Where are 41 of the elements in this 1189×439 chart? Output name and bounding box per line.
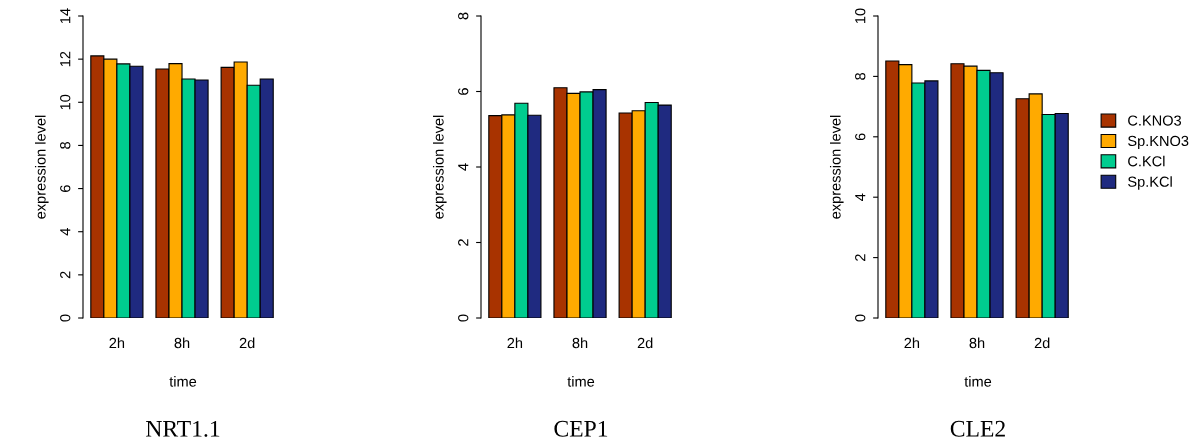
x-tick-label: 2d xyxy=(637,337,653,349)
y-axis-title: expression level xyxy=(432,115,447,219)
y-tick-label: 6 xyxy=(60,185,71,192)
x-axis-title: time xyxy=(169,376,197,387)
x-axis-title: time xyxy=(964,376,992,387)
y-tick-label: 2 xyxy=(458,239,469,246)
x-tick-label: 8h xyxy=(969,337,985,349)
y-tick-label: 4 xyxy=(60,228,71,236)
y-tick-label: 0 xyxy=(855,314,866,322)
y-tick-label: 0 xyxy=(60,314,71,322)
y-axis-title: expression level xyxy=(34,115,49,219)
legend-label: Sp.KCl xyxy=(1128,176,1172,190)
legend-label: Sp.KNO3 xyxy=(1128,135,1189,149)
text: CEP1 xyxy=(554,420,608,437)
x-tick-label: 8h xyxy=(174,337,190,349)
y-tick-label: 2 xyxy=(855,254,866,261)
legend-label: C.KCl xyxy=(1128,155,1165,167)
x-tick-label: 2h xyxy=(904,337,920,349)
y-tick-label: 2 xyxy=(60,271,71,279)
x-tick-label: 2h xyxy=(507,337,523,349)
text: NRT1.1 xyxy=(146,420,220,437)
y-tick-label: 6 xyxy=(855,133,866,141)
text: CLE2 xyxy=(950,420,1005,437)
y-tick-label: 8 xyxy=(855,72,866,80)
y-tick-label: 4 xyxy=(855,193,866,201)
y-tick-label: 8 xyxy=(60,142,71,149)
y-tick-label: 10 xyxy=(855,8,866,23)
y-tick-label: 0 xyxy=(458,314,469,322)
x-tick-label: 8h xyxy=(572,337,588,349)
y-tick-label: 8 xyxy=(458,12,469,20)
y-tick-label: 14 xyxy=(60,8,71,23)
x-axis-title: time xyxy=(567,376,595,387)
y-tick-label: 10 xyxy=(60,94,71,110)
x-tick-label: 2d xyxy=(1034,337,1050,349)
y-axis-title: expression level xyxy=(829,115,844,219)
y-tick-label: 12 xyxy=(60,51,71,67)
legend-label: C.KNO3 xyxy=(1128,115,1182,126)
y-tick-label: 6 xyxy=(458,88,469,95)
x-tick-label: 2d xyxy=(239,337,255,349)
y-tick-label: 4 xyxy=(458,163,469,171)
x-tick-label: 2h xyxy=(109,337,125,349)
